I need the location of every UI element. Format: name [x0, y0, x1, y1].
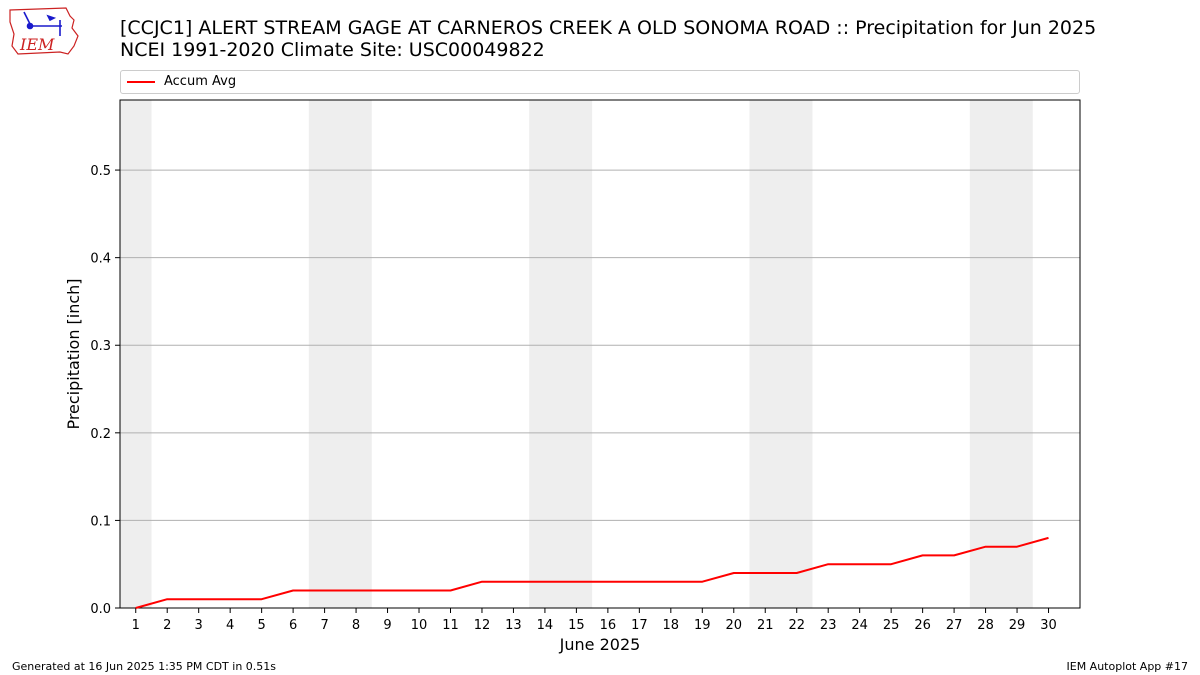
weekend-band-4 — [969, 100, 1033, 608]
x-tick-label-12: 13 — [505, 618, 522, 633]
x-tick-label-29: 30 — [1040, 618, 1057, 633]
y-tick-label-2: 0.2 — [90, 427, 111, 442]
y-tick-label-5: 0.5 — [90, 164, 111, 179]
x-tick-label-19: 20 — [725, 618, 742, 633]
legend-line-swatch — [127, 81, 155, 83]
legend-label: Accum Avg — [164, 74, 237, 89]
x-tick-label-8: 9 — [383, 618, 391, 633]
weekend-band-1 — [308, 100, 372, 608]
x-tick-label-28: 29 — [1009, 618, 1026, 633]
y-tick-label-1: 0.1 — [90, 514, 111, 529]
x-tick-label-10: 11 — [442, 618, 459, 633]
weekend-band-2 — [529, 100, 593, 608]
x-tick-label-17: 18 — [663, 618, 680, 633]
chart-title-line2: NCEI 1991-2020 Climate Site: USC00049822 — [120, 39, 545, 61]
x-tick-label-0: 1 — [132, 618, 140, 633]
iem-logo: IEM — [8, 6, 80, 58]
x-tick-label-2: 3 — [195, 618, 203, 633]
footer-app: IEM Autoplot App #17 — [1066, 660, 1189, 673]
x-tick-label-7: 8 — [352, 618, 360, 633]
x-tick-label-3: 4 — [226, 618, 234, 633]
x-tick-label-18: 19 — [694, 618, 711, 633]
x-tick-label-22: 23 — [820, 618, 837, 633]
x-tick-label-16: 17 — [631, 618, 648, 633]
x-tick-label-6: 7 — [320, 618, 328, 633]
x-tick-label-1: 2 — [163, 618, 171, 633]
x-tick-label-20: 21 — [757, 618, 774, 633]
x-tick-label-13: 14 — [537, 618, 554, 633]
y-axis-label: Precipitation [inch] — [64, 278, 83, 429]
x-tick-label-25: 26 — [914, 618, 931, 633]
footer-generated: Generated at 16 Jun 2025 1:35 PM CDT in … — [12, 660, 277, 673]
x-tick-label-11: 12 — [474, 618, 491, 633]
x-tick-label-23: 24 — [851, 618, 868, 633]
x-tick-label-27: 28 — [977, 618, 994, 633]
x-tick-label-21: 22 — [788, 618, 805, 633]
y-tick-label-3: 0.3 — [90, 339, 111, 354]
plot-frame — [119, 99, 1081, 609]
y-tick-label-0: 0.0 — [90, 602, 111, 617]
x-tick-label-14: 15 — [568, 618, 585, 633]
series-line-accum-avg — [135, 536, 1049, 609]
x-tick-label-4: 5 — [257, 618, 265, 633]
legend: Accum Avg — [120, 70, 1080, 94]
weekend-band-0 — [120, 100, 152, 608]
x-tick-label-24: 25 — [883, 618, 900, 633]
weekend-band-3 — [749, 100, 813, 608]
x-axis-label: June 2025 — [559, 635, 641, 654]
x-tick-label-26: 27 — [946, 618, 963, 633]
y-tick-label-4: 0.4 — [90, 252, 111, 267]
x-tick-label-5: 6 — [289, 618, 297, 633]
chart-title-line1: [CCJC1] ALERT STREAM GAGE AT CARNEROS CR… — [120, 17, 1097, 39]
logo-text: IEM — [19, 35, 55, 54]
x-tick-label-15: 16 — [600, 618, 617, 633]
x-tick-label-9: 10 — [411, 618, 428, 633]
